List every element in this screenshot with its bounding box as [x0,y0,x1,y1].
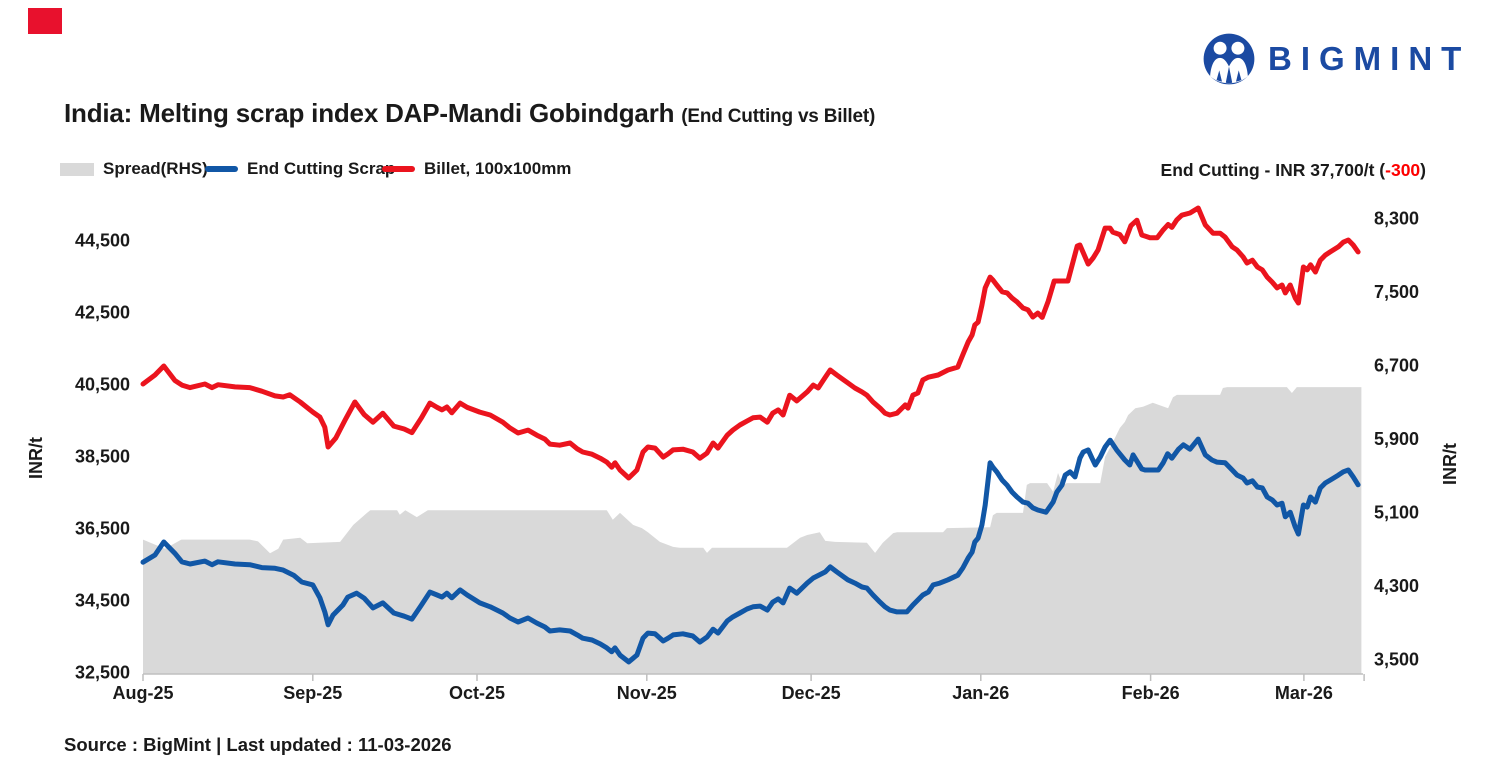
end-cutting-annotation: End Cutting - INR 37,700/t (-300) [1161,160,1426,181]
x-axis-tick-label: Mar-26 [1275,683,1333,703]
x-axis-tick-label: Nov-25 [617,683,677,703]
spread-area-swatch [60,162,94,176]
brand-corner-square [28,8,62,34]
right-axis-tick-label: 3,500 [1374,650,1419,670]
page-title: India: Melting scrap index DAP-Mandi Gob… [64,98,875,129]
right-axis-tick-label: 5,100 [1374,503,1419,523]
logo-text: BIGMINT [1268,40,1471,77]
left-axis-tick-label: 44,500 [75,231,130,251]
right-axis-tick-label: 7,500 [1374,282,1419,302]
bigmint-logo: BIGMINT [1202,32,1470,86]
bigmint-logo-icon [1203,33,1255,85]
spread-area-series [143,387,1362,674]
billet-line-series [140,205,1361,481]
annotation-prefix: End Cutting - INR 37,700/t ( [1160,160,1386,180]
legend-label-billet: Billet, 100x100mm [424,159,572,178]
source-note: Source : BigMint | Last updated : 11-03-… [64,734,452,755]
end-cutting-line-swatch [205,166,238,172]
left-axis-tick-label: 36,500 [75,519,130,539]
left-axis-tick-label: 34,500 [75,591,130,611]
legend-label-end-cutting: End Cutting Scrap [247,159,396,178]
billet-line-swatch [382,166,415,172]
x-axis-tick-label: Jan-26 [952,683,1009,703]
annotation-suffix: ) [1420,160,1426,180]
left-axis-tick-label: 40,500 [75,375,130,395]
title-subtitle: (End Cutting vs Billet) [681,106,876,127]
left-axis-title: INR/t [26,437,46,479]
title-main: India: Melting scrap index DAP-Mandi Gob… [64,98,675,128]
legend-label-spread: Spread(RHS) [103,159,208,178]
right-axis-tick-label: 8,300 [1374,209,1419,229]
right-axis-tick-label: 5,900 [1374,429,1419,449]
legend-item-end-cutting: End Cutting Scrap [205,159,395,179]
left-axis-tick-label: 38,500 [75,447,130,467]
right-axis-title: INR/t [1440,443,1460,485]
x-axis-tick-label: Oct-25 [449,683,505,703]
x-axis-tick-label: Aug-25 [112,683,173,703]
end-cutting-line-series [140,436,1361,665]
x-axis-tick-label: Feb-26 [1122,683,1180,703]
right-axis-tick-label: 4,300 [1374,576,1419,596]
annotation-change: -300 [1385,160,1421,180]
legend-item-billet: Billet, 100x100mm [382,159,571,179]
legend-item-spread: Spread(RHS) [60,159,208,179]
left-axis-tick-label: 42,500 [75,303,130,323]
left-axis-tick-label: 32,500 [75,663,130,683]
x-axis-tick-label: Dec-25 [782,683,841,703]
right-axis-tick-label: 6,700 [1374,356,1419,376]
x-axis-tick-label: Sep-25 [283,683,342,703]
